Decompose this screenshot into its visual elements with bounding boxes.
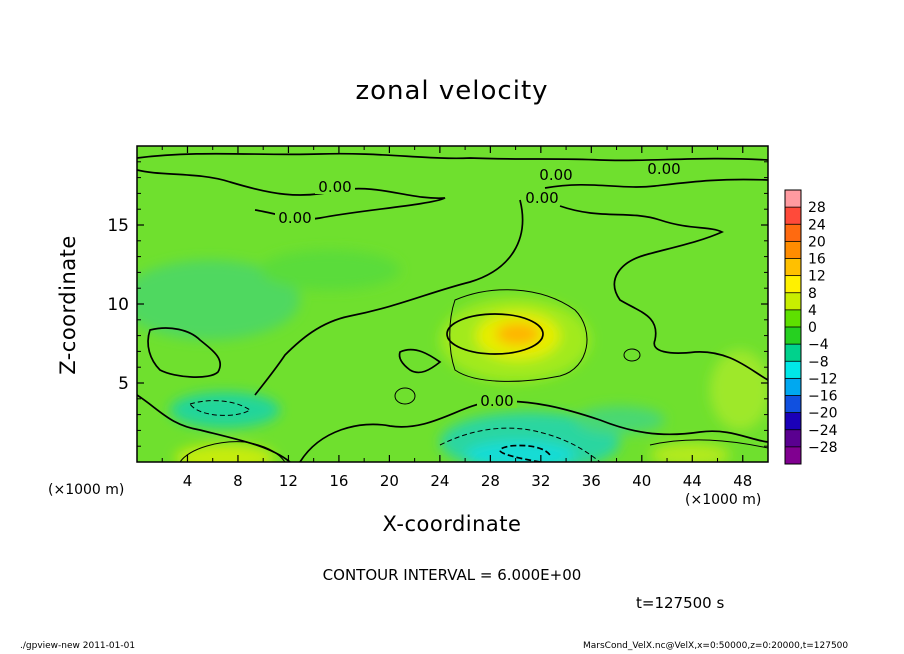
colorbar-swatch xyxy=(785,241,801,259)
contour-label: 0.00 xyxy=(480,392,513,410)
colorbar-swatch xyxy=(785,258,801,277)
heatmap-field: 0.00 0.00 0.00 0.00 0.00 0.00 xyxy=(137,146,768,462)
x-tick-label: 28 xyxy=(481,472,500,490)
x-unit-left: (×1000 m) xyxy=(48,482,125,498)
time-label: t=127500 s xyxy=(636,594,725,612)
colorbar-label: −24 xyxy=(808,423,838,439)
colorbar-label: 0 xyxy=(808,320,817,336)
x-tick-label: 8 xyxy=(233,472,243,490)
colorbar-swatch xyxy=(785,446,801,465)
colorbar-label: 16 xyxy=(808,252,826,268)
colorbar-swatch xyxy=(785,275,801,294)
contour-label: 0.00 xyxy=(318,178,351,196)
x-tick-label: 12 xyxy=(279,472,298,490)
colorbar-swatch xyxy=(785,309,801,328)
colorbar-label: 24 xyxy=(808,217,826,233)
colorbar-label: 8 xyxy=(808,286,817,302)
y-tick-label: 15 xyxy=(107,216,129,236)
colorbar-swatch xyxy=(785,292,801,311)
x-tick-label: 40 xyxy=(632,472,651,490)
chart-title: zonal velocity xyxy=(355,76,549,106)
x-tick-label: 44 xyxy=(683,472,702,490)
contour-label-bg xyxy=(644,162,684,176)
x-tick-label: 24 xyxy=(430,472,449,490)
colorbar-swatch xyxy=(785,224,801,242)
colorbar-swatch xyxy=(785,344,801,362)
x-tick-label: 16 xyxy=(329,472,348,490)
contour-label-bg xyxy=(275,211,315,225)
colorbar-swatch xyxy=(785,429,801,448)
y-tick-label: 5 xyxy=(118,374,129,394)
contour-label-bg xyxy=(315,180,355,194)
colorbar-label: −16 xyxy=(808,389,838,405)
colorbar-swatch xyxy=(785,378,801,396)
footer-right: MarsCond_VelX.nc@VelX,x=0:50000,z=0:2000… xyxy=(583,641,849,651)
contour-label-bg xyxy=(522,191,562,205)
x-unit-right: (×1000 m) xyxy=(685,492,762,508)
colorbar-label: 28 xyxy=(808,200,826,216)
contour-label-bg xyxy=(536,168,576,182)
x-tick-label: 4 xyxy=(183,472,193,490)
x-tick-label: 20 xyxy=(380,472,399,490)
contour-interval-note: CONTOUR INTERVAL = 6.000E+00 xyxy=(322,566,582,584)
colorbar-label: −8 xyxy=(808,354,829,370)
y-axis-label: Z-coordinate xyxy=(56,235,80,375)
colorbar-label: −4 xyxy=(808,337,829,353)
colorbar-label: 20 xyxy=(808,234,826,250)
colorbar-swatch xyxy=(785,395,801,414)
x-tick-label: 32 xyxy=(531,472,550,490)
y-tick-label: 10 xyxy=(107,295,129,315)
footer-left: ./gpview-new 2011-01-01 xyxy=(20,641,136,651)
colorbar-swatch xyxy=(785,207,801,225)
colorbar-swatch xyxy=(785,361,801,379)
contour-label: 0.00 xyxy=(539,166,572,184)
x-axis-label: X-coordinate xyxy=(382,512,522,536)
x-tick-label: 48 xyxy=(733,472,752,490)
colorbar-swatch xyxy=(785,412,801,431)
contour-label: 0.00 xyxy=(647,160,680,178)
colorbar-label: −28 xyxy=(808,440,838,456)
colorbar-label: −20 xyxy=(808,406,838,422)
colorbar-label: 4 xyxy=(808,303,817,319)
contour-label: 0.00 xyxy=(525,189,558,207)
colorbar-swatch xyxy=(785,327,801,345)
colorbar-label: 12 xyxy=(808,269,826,285)
contour-label-bg xyxy=(477,394,517,408)
x-tick-label: 36 xyxy=(582,472,601,490)
colorbar-label: −12 xyxy=(808,371,838,387)
colorbar-swatch xyxy=(785,190,801,208)
contour-label: 0.00 xyxy=(278,209,311,227)
